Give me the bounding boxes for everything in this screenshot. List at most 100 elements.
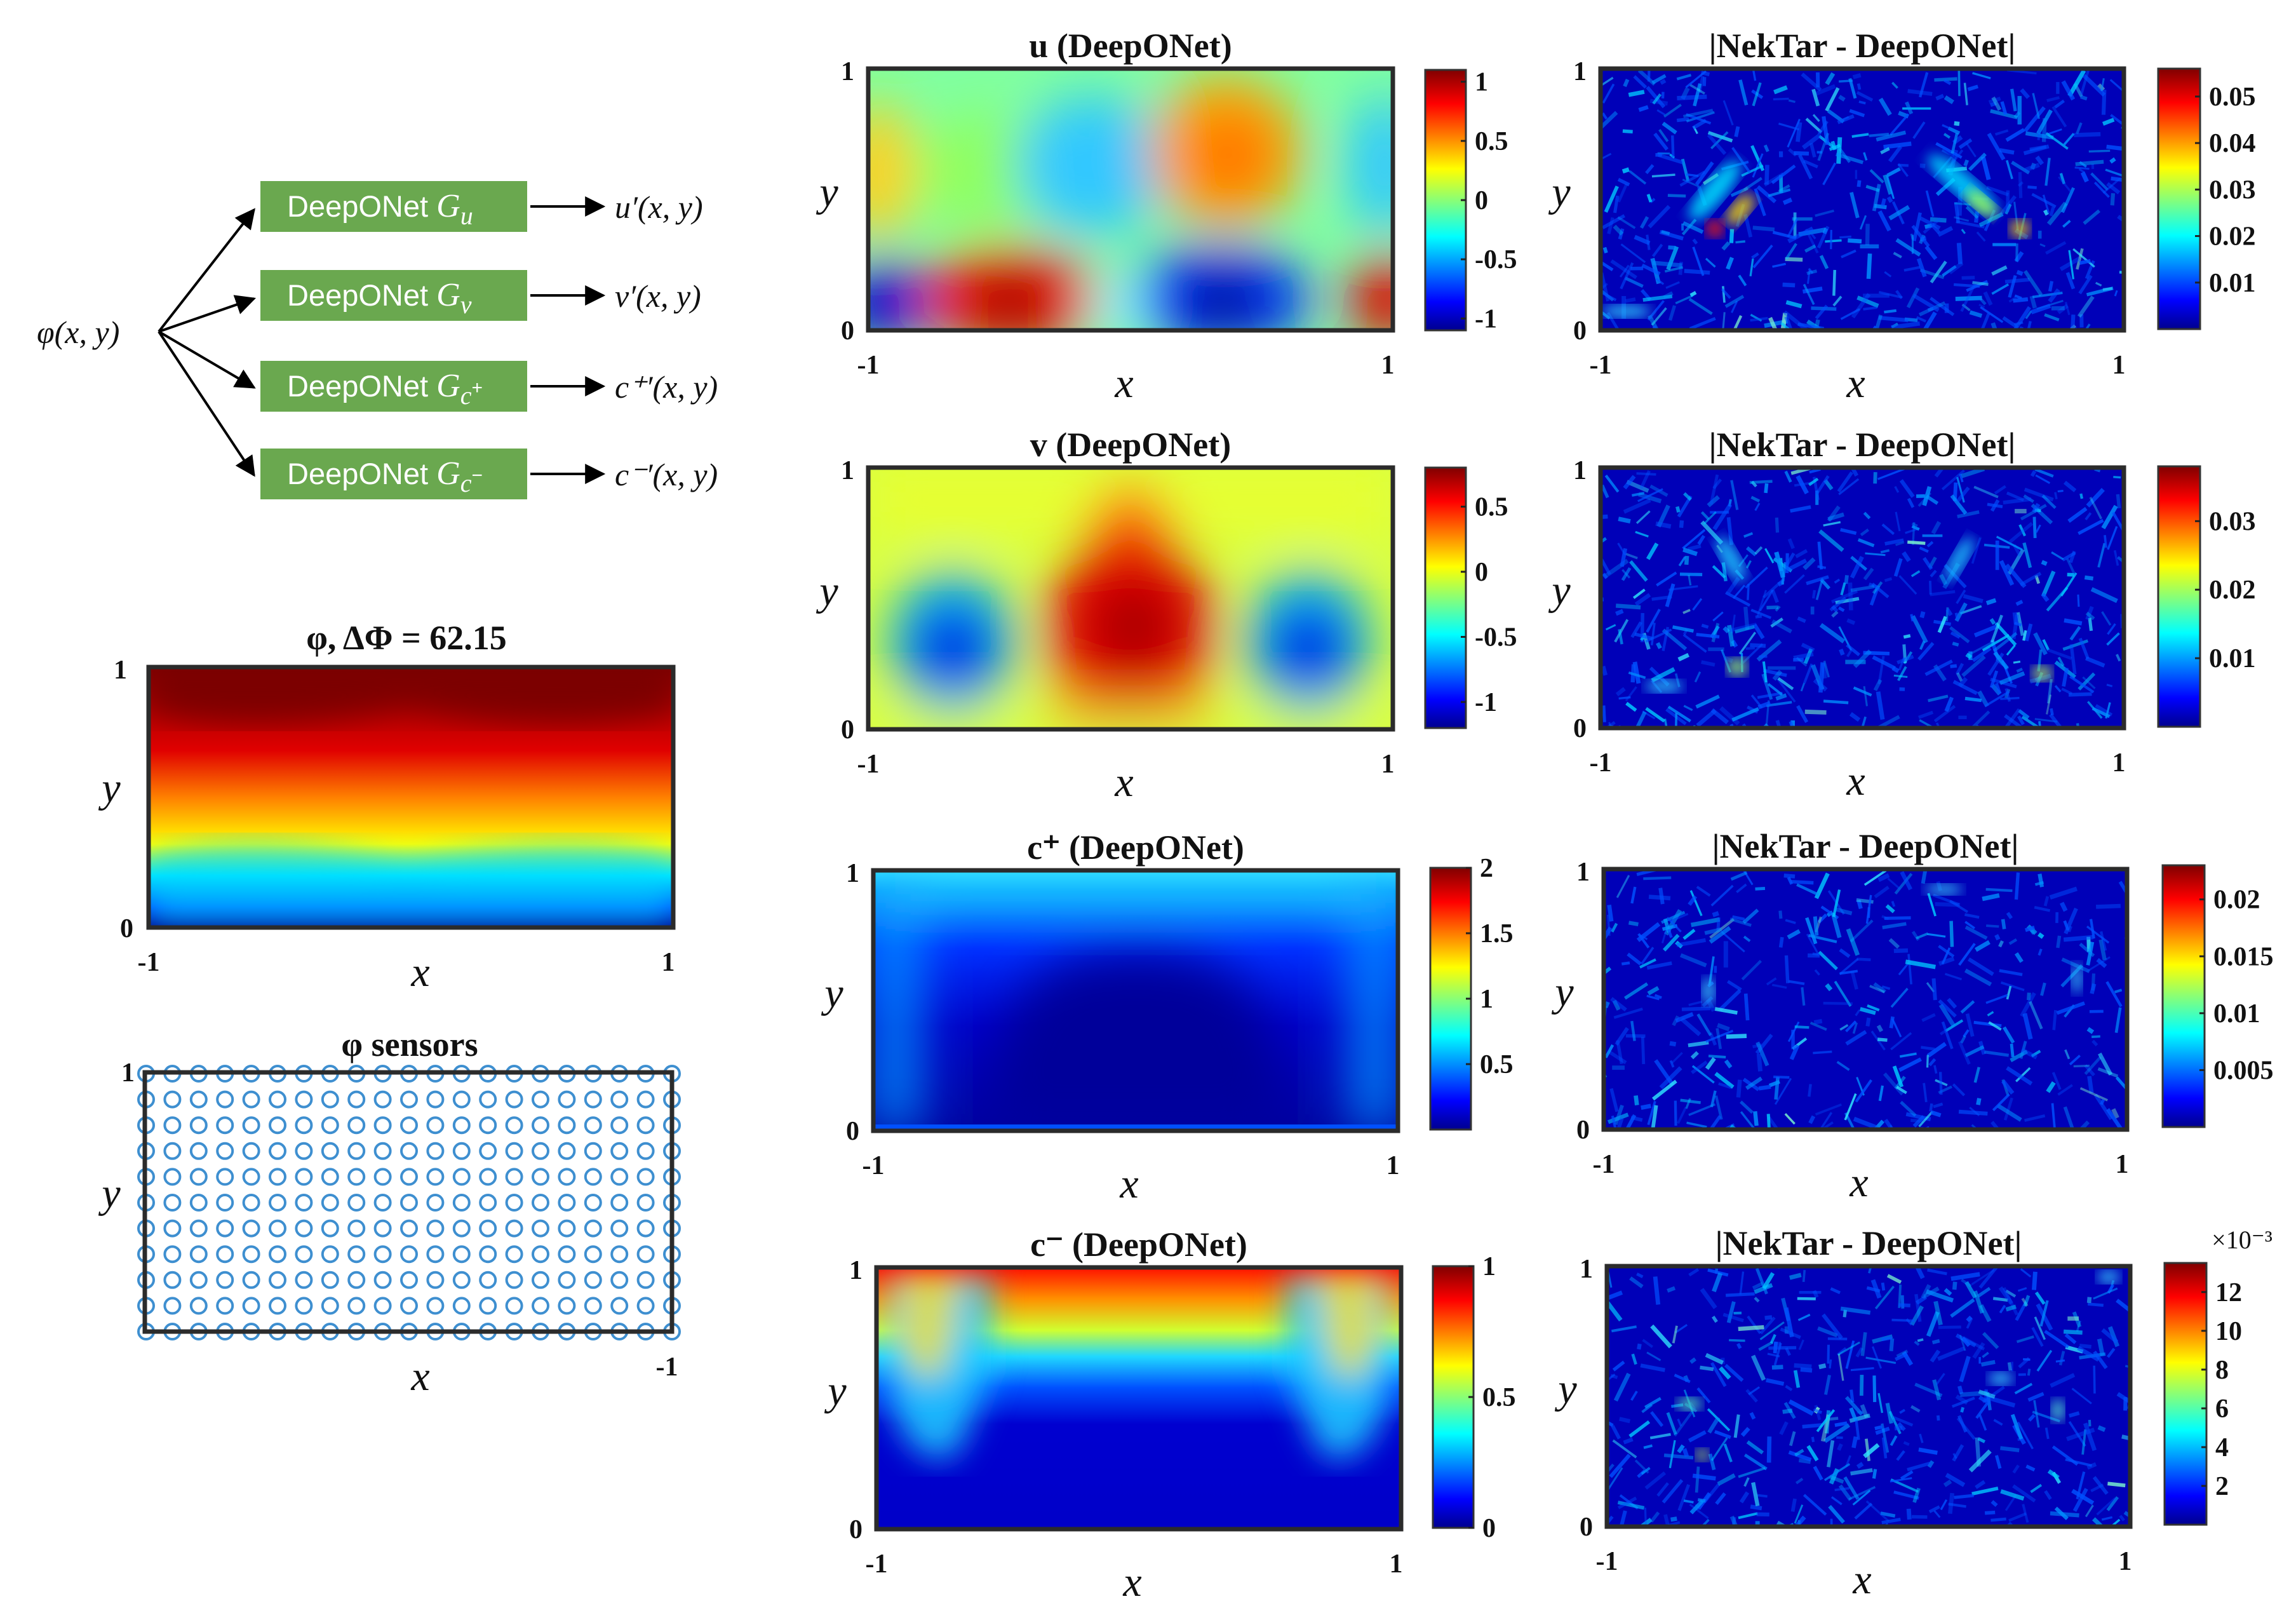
u-ytick-max: 1 <box>841 57 854 86</box>
v-xtick-max: 1 <box>1381 750 1395 779</box>
sensor-point <box>479 1142 497 1160</box>
cp-colorbar-tick-2: 1 <box>1480 985 1493 1014</box>
u-colorbar-tick-1: 0.5 <box>1475 127 1508 156</box>
v-colorbar-tick-1: 0 <box>1475 558 1488 587</box>
sensor-point <box>426 1090 445 1109</box>
sensor-point <box>505 1090 523 1109</box>
sensor-point <box>189 1271 208 1289</box>
sensor-point <box>163 1219 182 1238</box>
sensor-point <box>321 1245 339 1264</box>
sensors-xlabel: x <box>410 1353 429 1400</box>
sensor-point <box>269 1271 286 1289</box>
cm_err-colorbar-tick-4: 4 <box>2215 1433 2229 1462</box>
arrow-to-gcp <box>158 330 256 389</box>
phi-ylabel: y <box>98 765 121 811</box>
cm_err-colorbar-tick-5: 2 <box>2215 1472 2229 1501</box>
sensor-point <box>347 1219 366 1238</box>
cm_err-title: |NekTar - DeepONet| <box>1715 1224 2022 1262</box>
input-label: φ(x, y) <box>37 314 119 350</box>
cm-ytick-max: 1 <box>849 1256 863 1285</box>
output-label: v′(x, y) <box>615 278 701 314</box>
deeponet-box-3: DeepONet Gc− c⁻′(x, y) <box>260 449 718 499</box>
sensor-point <box>584 1194 602 1212</box>
sensor-point <box>584 1297 602 1315</box>
cm-xlabel: x <box>1122 1559 1141 1605</box>
u_err-ylabel: y <box>1548 169 1571 215</box>
v-axes: v (DeepONet) 1 0-1 1 x y <box>816 426 1394 806</box>
v-title: v (DeepONet) <box>1030 426 1231 464</box>
cp-xtick-max: 1 <box>1386 1151 1400 1180</box>
sensor-point <box>505 1219 523 1238</box>
sensor-point <box>347 1090 366 1109</box>
sensor-point <box>610 1271 629 1289</box>
sensor-point <box>216 1142 234 1160</box>
cminus-error-multiplier: ×10⁻³ <box>2212 1225 2273 1254</box>
sensor-point <box>400 1219 418 1238</box>
cm_err-colorbar-tick-0: 12 <box>2215 1278 2242 1307</box>
phi-ytick-0: 0 <box>120 914 133 943</box>
cp_err-xtick-max: 1 <box>2116 1150 2129 1179</box>
cp_err-colorbar-tick-2: 0.01 <box>2213 999 2260 1029</box>
cp-colorbar-tick-0: 2 <box>1480 854 1493 883</box>
sensor-point <box>584 1168 602 1186</box>
sensor-point <box>452 1245 471 1264</box>
sensor-point <box>610 1090 629 1109</box>
cm_err-colorbar-tick-3: 6 <box>2215 1394 2229 1424</box>
deeponet-box-label: DeepONet Gc− <box>287 456 483 497</box>
cm_err-xlabel: x <box>1852 1556 1871 1603</box>
u_err-ytick-min: 0 <box>1573 316 1587 346</box>
u_err-colorbar-tick-1: 0.04 <box>2209 129 2256 158</box>
cminus-error-plot: 12 10 8 6 4 2 ×10⁻³ <box>1604 1225 2273 1529</box>
phi-xlabel: x <box>410 949 429 996</box>
deeponet-box-2: DeepONet Gc+ c⁺′(x, y) <box>260 361 718 412</box>
sensor-point <box>373 1194 392 1212</box>
sensors-plot: φ sensors 1 -1 x y <box>98 1025 681 1400</box>
cp_err-ytick-max: 1 <box>1576 858 1590 887</box>
sensor-point <box>242 1297 260 1315</box>
sensor-point <box>269 1090 286 1109</box>
sensor-point <box>558 1219 576 1238</box>
v_err-axes: |NekTar - DeepONet| 1 0-1 1 x y <box>1548 426 2125 804</box>
sensor-point <box>558 1142 576 1160</box>
sensor-point <box>347 1142 366 1160</box>
deeponet-box-bg <box>260 181 527 232</box>
sensor-point <box>400 1194 418 1212</box>
sensor-point <box>163 1271 182 1289</box>
cp_err-axes: |NekTar - DeepONet| 1 0-1 1 x y <box>1551 827 2128 1206</box>
sensor-point <box>242 1116 260 1135</box>
v_err-ytick-min: 0 <box>1573 714 1587 743</box>
output-label: c⁻′(x, y) <box>615 457 718 492</box>
sensor-point <box>426 1194 445 1212</box>
u-ytick-min: 0 <box>841 316 854 346</box>
sensor-point <box>584 1219 602 1238</box>
sensor-point <box>479 1090 497 1109</box>
sensor-point <box>426 1142 445 1160</box>
sensor-point <box>558 1271 576 1289</box>
sensor-point <box>189 1297 208 1315</box>
sensor-point <box>452 1116 471 1135</box>
sensor-point <box>347 1297 366 1315</box>
deeponet-box-0: DeepONet Gu u′(x, y) <box>260 181 703 232</box>
cm_err-colorbar-tick-2: 8 <box>2215 1356 2229 1385</box>
cp-xtick-min: -1 <box>863 1151 885 1180</box>
sensor-point <box>242 1168 260 1186</box>
sensor-point <box>505 1194 523 1212</box>
v_err-ylabel: y <box>1548 567 1571 614</box>
sensor-point <box>479 1219 497 1238</box>
sensor-point <box>400 1116 418 1135</box>
sensor-point <box>558 1090 576 1109</box>
sensor-point <box>558 1116 576 1135</box>
cp_err-ylabel: y <box>1551 969 1574 1015</box>
v-ytick-max: 1 <box>841 456 854 485</box>
sensor-point <box>400 1297 418 1315</box>
sensor-point <box>558 1297 576 1315</box>
cp-ylabel: y <box>821 970 843 1016</box>
sensor-point <box>479 1245 497 1264</box>
sensor-point <box>295 1271 313 1289</box>
sensor-point <box>295 1245 313 1264</box>
u-xtick-max: 1 <box>1381 351 1395 380</box>
sensor-point <box>321 1116 339 1135</box>
u-title: u (DeepONet) <box>1029 27 1232 65</box>
v_err-xlabel: x <box>1846 758 1865 804</box>
sensors-ytick-1: 1 <box>121 1058 135 1088</box>
